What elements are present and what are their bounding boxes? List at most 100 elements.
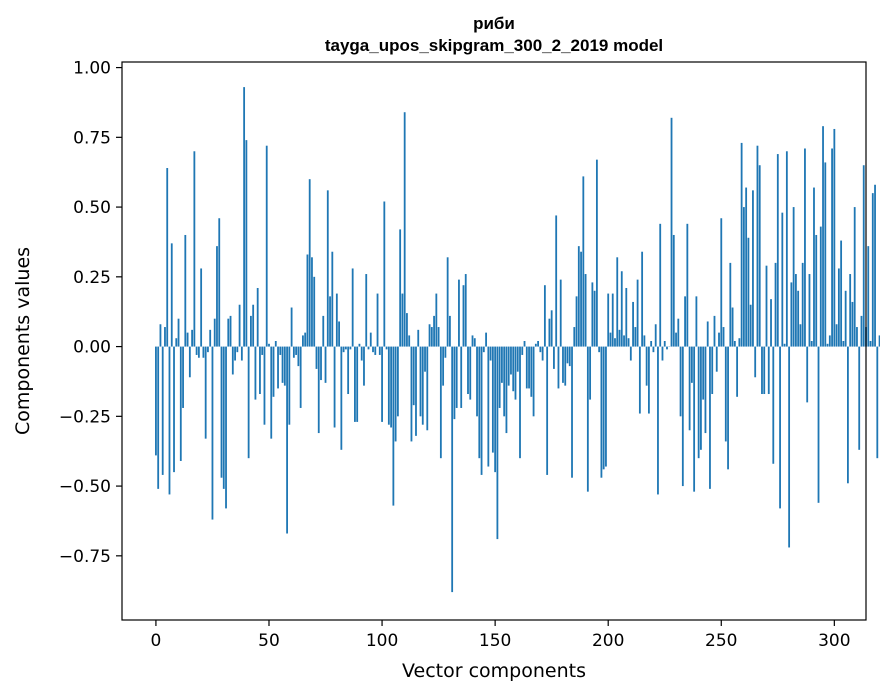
bar (381, 346, 383, 422)
bar (672, 234, 675, 347)
bar (731, 307, 734, 347)
bar (600, 346, 603, 478)
bar (265, 145, 268, 347)
bar (871, 193, 874, 347)
bar (772, 346, 775, 464)
bar (867, 246, 870, 347)
bar (173, 346, 175, 473)
bar (297, 346, 300, 367)
bar (661, 346, 664, 361)
bar (197, 346, 200, 358)
bar (706, 321, 709, 347)
bar (878, 335, 880, 347)
bar (738, 338, 741, 347)
bar (437, 327, 440, 347)
bar (849, 274, 852, 347)
bar (548, 318, 551, 347)
bar (724, 346, 727, 442)
bar (494, 346, 497, 473)
bar (752, 190, 754, 347)
bar (516, 346, 519, 372)
bar (740, 142, 743, 347)
bar (636, 279, 639, 347)
bar (430, 327, 433, 347)
bar (428, 324, 431, 347)
bar (858, 346, 861, 450)
bar (274, 341, 277, 347)
bar (435, 293, 438, 347)
bar (645, 346, 648, 386)
bar (245, 140, 248, 347)
y-tick-label: 0.00 (73, 338, 111, 358)
bar (729, 262, 732, 347)
bar (860, 315, 863, 347)
bar (177, 318, 180, 347)
bar (618, 329, 621, 347)
bar (525, 346, 528, 389)
bar (704, 346, 707, 434)
bar (168, 346, 171, 495)
chart-subtitle: tayga_upos_skipgram_300_2_2019 model (325, 36, 663, 55)
bar (614, 338, 616, 347)
bar (164, 327, 166, 347)
bar (711, 346, 714, 395)
bar (822, 126, 824, 347)
bar (586, 346, 589, 492)
bar (166, 168, 169, 347)
bar (184, 234, 187, 347)
bar (292, 346, 295, 358)
bar (240, 346, 243, 361)
bar (333, 346, 336, 428)
bar (369, 332, 372, 347)
bar (693, 346, 696, 492)
bar (222, 346, 225, 489)
bar (688, 346, 691, 431)
bar (837, 268, 840, 347)
bar (589, 346, 592, 400)
y-tick-label: 0.50 (73, 198, 111, 218)
bar (227, 318, 230, 347)
bar (446, 257, 449, 347)
bar (356, 346, 359, 422)
chart-title: риби (473, 14, 515, 33)
bar (304, 332, 307, 347)
bar (568, 346, 571, 367)
bar (331, 251, 334, 347)
bar (876, 346, 879, 459)
bar (498, 346, 501, 408)
bar (684, 296, 686, 347)
bar (790, 282, 793, 347)
bar (263, 346, 266, 425)
bar (229, 315, 232, 347)
bar (783, 343, 786, 347)
bar (785, 151, 788, 347)
bar (709, 346, 711, 489)
bar (681, 346, 684, 487)
bar (439, 346, 442, 459)
bar (390, 346, 393, 428)
bar (491, 346, 494, 453)
bar (372, 346, 374, 353)
bar (247, 346, 250, 459)
bar (842, 341, 845, 347)
bar (392, 346, 395, 506)
x-tick-label: 250 (705, 631, 737, 651)
bar (763, 346, 766, 395)
bar (666, 346, 668, 350)
bar (433, 315, 435, 347)
bar (157, 346, 160, 489)
bar (394, 346, 397, 442)
bar (840, 240, 843, 347)
bar (869, 341, 872, 347)
bar (767, 346, 770, 395)
bar (288, 346, 291, 425)
bar (571, 346, 573, 478)
bar (335, 293, 338, 347)
bar (826, 343, 829, 347)
bar (550, 310, 553, 347)
bar (616, 257, 619, 347)
bar (797, 290, 800, 347)
bar (487, 346, 490, 467)
bar (806, 346, 809, 403)
bar (458, 279, 460, 347)
